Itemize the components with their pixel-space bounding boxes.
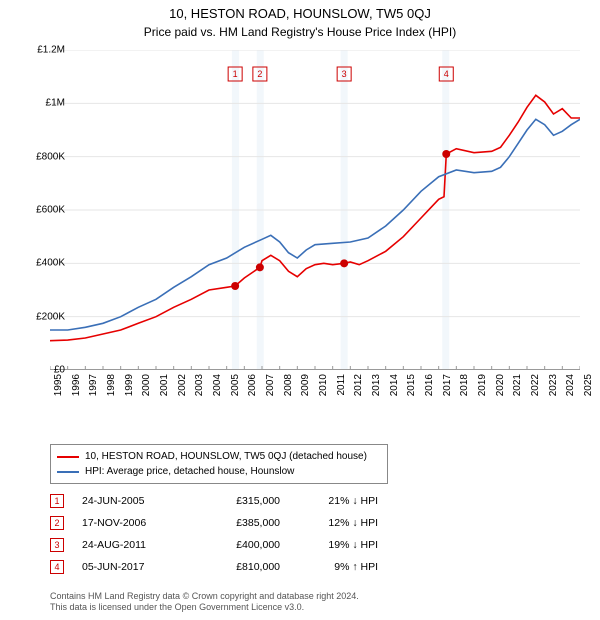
marker-number: 2	[257, 69, 262, 79]
y-tick-label: £1.2M	[37, 45, 65, 56]
x-tick-label: 2014	[389, 374, 400, 396]
legend: 10, HESTON ROAD, HOUNSLOW, TW5 0QJ (deta…	[50, 444, 388, 484]
x-tick-label: 2011	[336, 374, 347, 396]
x-tick-label: 2005	[230, 374, 241, 396]
row-date: 24-AUG-2011	[82, 539, 182, 551]
transaction-dot	[231, 282, 239, 290]
x-tick-label: 2007	[265, 374, 276, 396]
row-delta: 9% ↑ HPI	[298, 561, 378, 573]
x-tick-label: 1996	[71, 374, 82, 396]
x-tick-label: 2016	[424, 374, 435, 396]
row-price: £385,000	[200, 517, 280, 529]
x-tick-label: 2008	[283, 374, 294, 396]
table-row: 4 05-JUN-2017 £810,000 9% ↑ HPI	[50, 556, 378, 578]
table-row: 3 24-AUG-2011 £400,000 19% ↓ HPI	[50, 534, 378, 556]
legend-label: 10, HESTON ROAD, HOUNSLOW, TW5 0QJ (deta…	[85, 451, 367, 462]
legend-swatch	[57, 471, 79, 473]
x-tick-label: 2023	[548, 374, 559, 396]
chart-plot-area: 1 2 3 4	[50, 50, 580, 370]
chart-svg: 1 2 3 4	[50, 50, 580, 370]
y-tick-label: £200K	[36, 311, 65, 322]
x-tick-label: 2012	[353, 374, 364, 396]
legend-label: HPI: Average price, detached house, Houn…	[85, 466, 294, 477]
footer-line1: Contains HM Land Registry data © Crown c…	[50, 591, 359, 603]
row-delta: 12% ↓ HPI	[298, 517, 378, 529]
x-tick-label: 2000	[141, 374, 152, 396]
row-date: 17-NOV-2006	[82, 517, 182, 529]
x-tick-label: 2013	[371, 374, 382, 396]
row-delta: 19% ↓ HPI	[298, 539, 378, 551]
x-tick-label: 2006	[247, 374, 258, 396]
x-tick-label: 2022	[530, 374, 541, 396]
x-tick-label: 1995	[53, 374, 64, 396]
row-price: £810,000	[200, 561, 280, 573]
marker-number: 3	[342, 69, 347, 79]
title-address: 10, HESTON ROAD, HOUNSLOW, TW5 0QJ	[0, 0, 600, 21]
x-tick-label: 2009	[300, 374, 311, 396]
x-tick-label: 2024	[565, 374, 576, 396]
footer-line2: This data is licensed under the Open Gov…	[50, 602, 359, 614]
transactions-table: 1 24-JUN-2005 £315,000 21% ↓ HPI 2 17-NOV-200…	[50, 490, 378, 578]
series-hpi	[50, 119, 580, 330]
table-row: 2 17-NOV-2006 £385,000 12% ↓ HPI	[50, 512, 378, 534]
row-marker: 1	[50, 494, 64, 508]
x-tick-label: 1998	[106, 374, 117, 396]
x-tick-label: 1999	[124, 374, 135, 396]
transaction-dot	[256, 263, 264, 271]
marker-number: 1	[233, 69, 238, 79]
y-tick-label: £800K	[36, 151, 65, 162]
footer-attribution: Contains HM Land Registry data © Crown c…	[50, 591, 359, 614]
table-row: 1 24-JUN-2005 £315,000 21% ↓ HPI	[50, 490, 378, 512]
title-subtitle: Price paid vs. HM Land Registry's House …	[0, 21, 600, 39]
y-tick-label: £1M	[46, 98, 65, 109]
row-marker: 2	[50, 516, 64, 530]
row-price: £315,000	[200, 495, 280, 507]
transaction-dot	[442, 150, 450, 158]
row-marker: 4	[50, 560, 64, 574]
marker-number: 4	[444, 69, 449, 79]
x-tick-label: 2003	[194, 374, 205, 396]
row-marker: 3	[50, 538, 64, 552]
row-date: 05-JUN-2017	[82, 561, 182, 573]
x-tick-label: 2001	[159, 374, 170, 396]
x-tick-label: 2025	[583, 374, 594, 396]
row-date: 24-JUN-2005	[82, 495, 182, 507]
x-tick-label: 2017	[442, 374, 453, 396]
row-price: £400,000	[200, 539, 280, 551]
row-delta: 21% ↓ HPI	[298, 495, 378, 507]
y-tick-label: £400K	[36, 258, 65, 269]
chart-container: 10, HESTON ROAD, HOUNSLOW, TW5 0QJ Price…	[0, 0, 600, 620]
x-tick-label: 2015	[406, 374, 417, 396]
x-tick-label: 2019	[477, 374, 488, 396]
x-tick-label: 2021	[512, 374, 523, 396]
series-property	[50, 95, 580, 340]
legend-swatch	[57, 456, 79, 458]
x-tick-label: 2002	[177, 374, 188, 396]
y-tick-label: £600K	[36, 205, 65, 216]
legend-item: 10, HESTON ROAD, HOUNSLOW, TW5 0QJ (deta…	[57, 449, 381, 464]
transaction-dot	[340, 259, 348, 267]
x-tick-label: 2020	[495, 374, 506, 396]
x-tick-label: 1997	[88, 374, 99, 396]
legend-item: HPI: Average price, detached house, Houn…	[57, 464, 381, 479]
x-tick-label: 2018	[459, 374, 470, 396]
x-tick-label: 2010	[318, 374, 329, 396]
x-tick-label: 2004	[212, 374, 223, 396]
